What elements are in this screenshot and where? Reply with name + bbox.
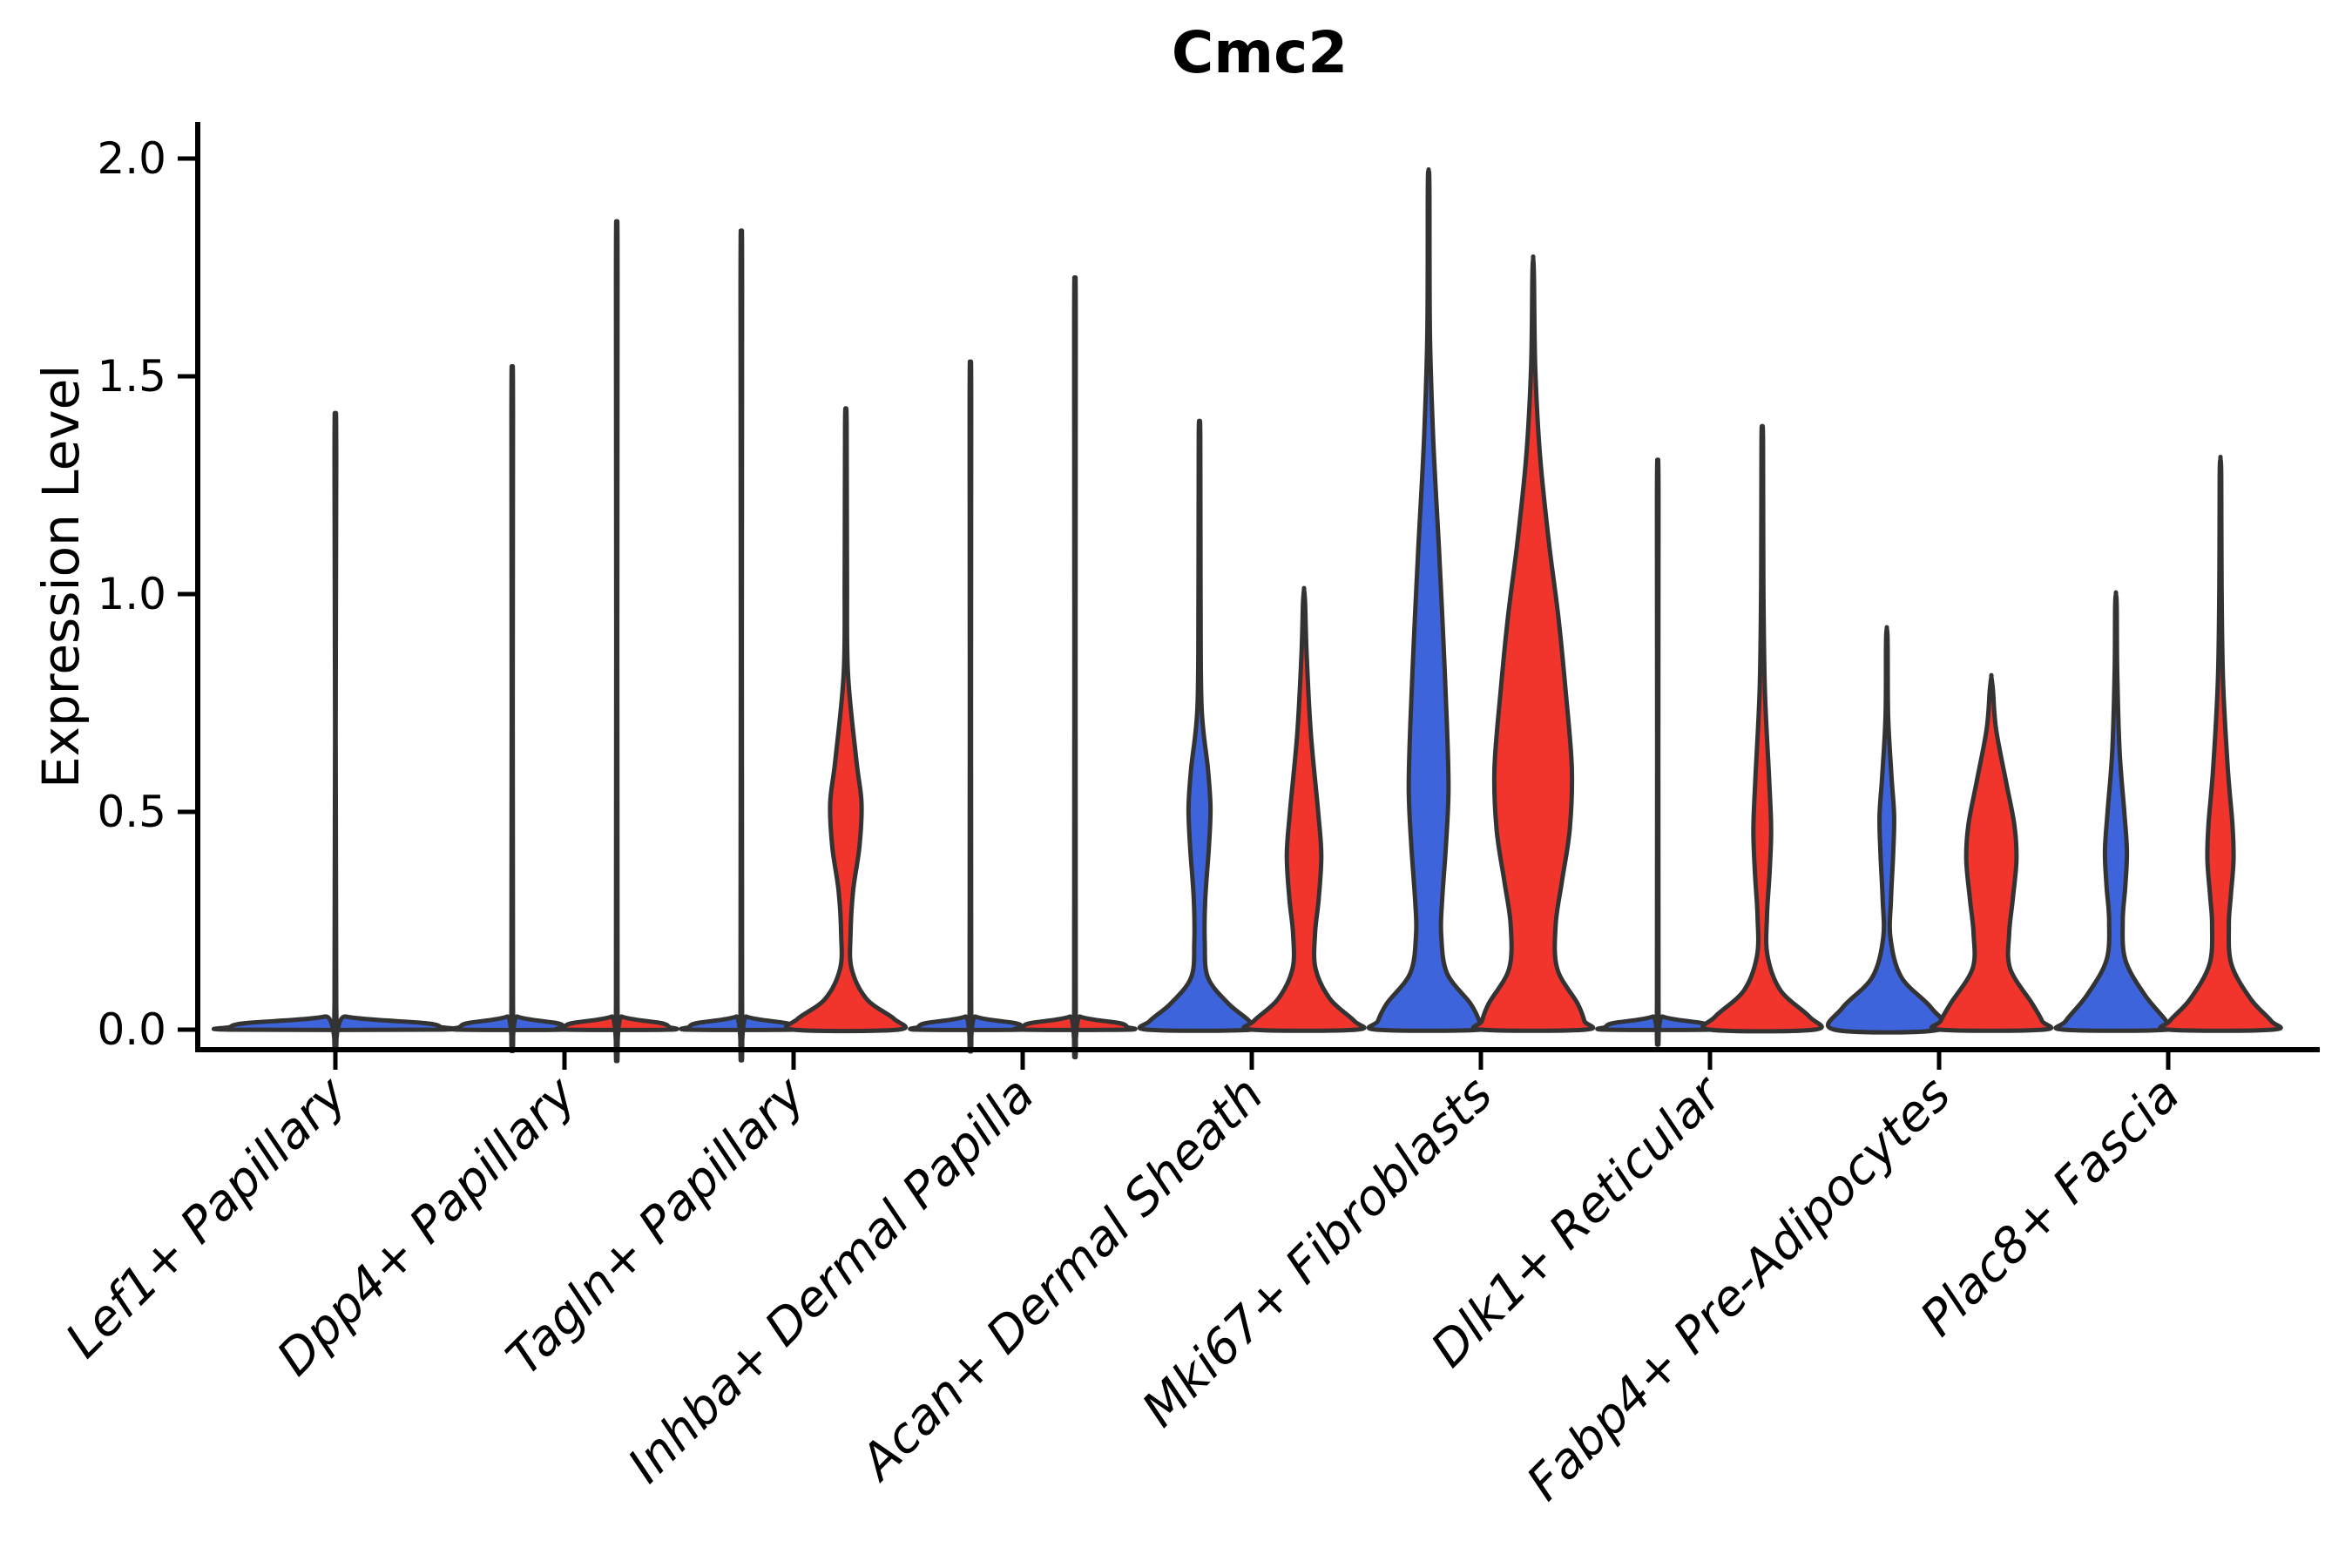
- y-tick-label: 0.5: [97, 787, 166, 837]
- violin-plac8-blue: [2053, 590, 2179, 1033]
- violin-plac8-red: [2158, 455, 2283, 1033]
- violin-mki67-red: [1470, 254, 1596, 1033]
- y-tick-label: 1.0: [97, 569, 166, 619]
- violin-inhba-red: [1012, 275, 1138, 1060]
- y-tick-label: 2.0: [97, 133, 166, 184]
- violin-fabp4-blue: [1826, 625, 1948, 1035]
- violin-dpp4-red: [554, 219, 679, 1064]
- violin-tagln-blue: [679, 228, 804, 1063]
- page-title: Cmc2: [1171, 19, 1348, 86]
- violin-fabp4-red: [1929, 672, 2054, 1033]
- y-tick-label: 0.0: [97, 1004, 166, 1055]
- violin-dlk1-red: [1700, 423, 1824, 1034]
- violin-dpp4-blue: [449, 364, 575, 1053]
- y-tick-label: 1.5: [97, 351, 166, 402]
- y-axis-title: Expression Level: [31, 364, 91, 788]
- violin-mki67-blue: [1366, 167, 1491, 1033]
- violin-lef1-blue: [211, 410, 460, 1051]
- violin-tagln-red: [783, 406, 909, 1034]
- violin-acan-blue: [1137, 418, 1262, 1033]
- x-tick-label-inhba: Inhba+ Dermal Papilla: [618, 1066, 1045, 1494]
- violin-inhba-blue: [908, 359, 1033, 1054]
- x-tick-label-fabp4: Fabp4+ Pre-Adipocytes: [1517, 1066, 1962, 1511]
- violin-acan-red: [1241, 585, 1367, 1033]
- violin-dlk1-blue: [1595, 457, 1720, 1047]
- x-tick-label-acan: Acan+ Dermal Sheath: [848, 1066, 1274, 1492]
